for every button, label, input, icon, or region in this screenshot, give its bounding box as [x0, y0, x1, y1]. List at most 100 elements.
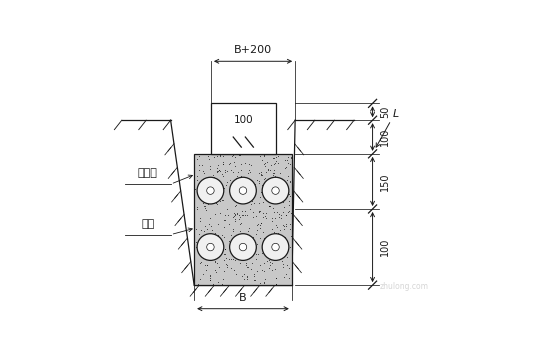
- Point: [259, 280, 268, 285]
- Point: [241, 161, 250, 166]
- Point: [241, 260, 250, 265]
- Point: [214, 254, 223, 259]
- Point: [214, 169, 223, 174]
- Point: [255, 263, 264, 268]
- Point: [201, 208, 210, 213]
- Point: [212, 182, 221, 188]
- Point: [277, 212, 286, 218]
- Point: [255, 280, 264, 286]
- Point: [264, 265, 273, 271]
- Point: [270, 209, 279, 214]
- Point: [211, 230, 220, 235]
- Point: [218, 276, 227, 282]
- Point: [212, 269, 221, 274]
- Point: [259, 246, 268, 251]
- Point: [200, 249, 209, 254]
- Point: [269, 155, 278, 161]
- Point: [195, 276, 204, 282]
- Point: [228, 228, 237, 234]
- Point: [219, 161, 228, 166]
- Point: [271, 275, 280, 280]
- Point: [258, 158, 267, 163]
- Point: [238, 248, 247, 254]
- Point: [236, 220, 245, 225]
- Point: [249, 234, 258, 240]
- Point: [252, 214, 261, 219]
- Point: [262, 160, 271, 165]
- Point: [256, 221, 265, 226]
- Point: [246, 163, 255, 168]
- Point: [248, 214, 257, 219]
- Point: [254, 200, 263, 206]
- Point: [227, 193, 236, 198]
- Point: [206, 255, 215, 260]
- Point: [227, 232, 236, 238]
- Point: [248, 193, 257, 198]
- Point: [248, 209, 257, 215]
- Point: [265, 244, 274, 249]
- Point: [200, 232, 209, 237]
- Point: [230, 203, 239, 209]
- Point: [243, 274, 252, 279]
- Point: [200, 171, 209, 176]
- Point: [227, 266, 236, 271]
- Point: [225, 177, 234, 182]
- Point: [282, 213, 291, 218]
- Point: [231, 245, 240, 251]
- Point: [201, 267, 210, 272]
- Point: [221, 183, 230, 188]
- Point: [199, 180, 208, 186]
- Point: [250, 185, 259, 191]
- Point: [228, 257, 237, 262]
- Point: [204, 153, 213, 158]
- Point: [215, 264, 224, 270]
- Point: [199, 271, 208, 277]
- Text: 保护管: 保护管: [138, 168, 158, 178]
- Point: [240, 271, 249, 277]
- Point: [200, 223, 209, 229]
- Point: [246, 201, 255, 207]
- Point: [252, 269, 261, 274]
- Point: [198, 185, 207, 191]
- Point: [251, 251, 260, 257]
- Point: [213, 169, 222, 174]
- Point: [209, 172, 218, 177]
- Point: [245, 161, 254, 166]
- Point: [228, 195, 237, 200]
- Point: [204, 174, 213, 179]
- Point: [198, 176, 207, 182]
- Circle shape: [239, 187, 247, 194]
- Point: [237, 190, 246, 195]
- Point: [206, 240, 215, 245]
- Point: [225, 256, 234, 262]
- Point: [254, 178, 263, 184]
- Point: [268, 216, 277, 221]
- Point: [269, 155, 278, 160]
- Point: [221, 251, 230, 256]
- Bar: [194, 154, 292, 285]
- Point: [192, 174, 201, 179]
- Point: [279, 226, 288, 231]
- Point: [284, 209, 293, 214]
- Point: [216, 153, 225, 159]
- Point: [261, 169, 270, 174]
- Point: [267, 193, 276, 199]
- Point: [195, 163, 204, 168]
- Point: [268, 172, 277, 178]
- Point: [268, 206, 277, 211]
- Point: [197, 227, 206, 233]
- Point: [208, 249, 217, 255]
- Point: [197, 163, 206, 168]
- Point: [284, 202, 293, 208]
- Point: [235, 196, 244, 201]
- Point: [283, 241, 292, 246]
- Point: [280, 194, 289, 199]
- Point: [225, 161, 234, 166]
- Point: [239, 276, 248, 281]
- Point: [213, 170, 222, 175]
- Point: [203, 185, 212, 191]
- Point: [255, 223, 264, 228]
- Point: [231, 154, 240, 160]
- Point: [232, 256, 241, 261]
- Point: [191, 227, 200, 232]
